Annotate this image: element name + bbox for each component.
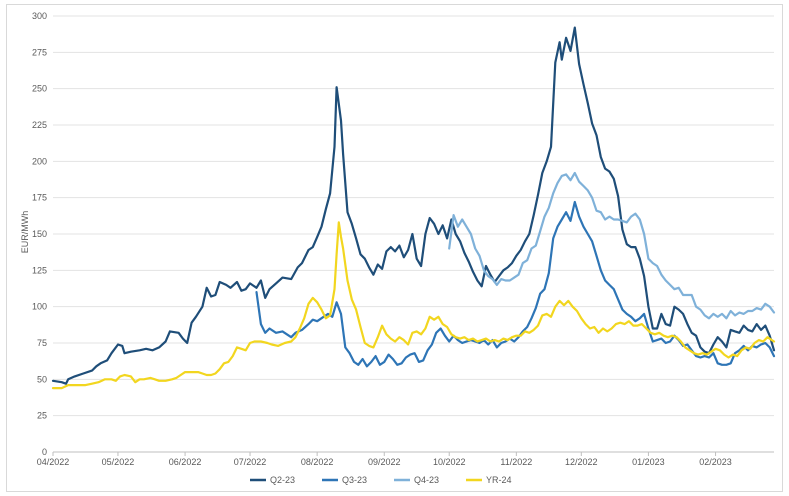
- legend-item-q2-23: Q2-23: [250, 475, 295, 485]
- x-tick-label: 08/2022: [301, 457, 334, 467]
- x-tick-label: 12/2022: [565, 457, 598, 467]
- legend-label: Q4-23: [414, 475, 439, 485]
- y-tick-label: 275: [32, 47, 47, 57]
- chart-frame: [6, 4, 783, 492]
- x-tick-label: 11/2022: [500, 457, 532, 467]
- legend-item-q4-23: Q4-23: [394, 475, 439, 485]
- x-tick-label: 05/2022: [102, 457, 135, 467]
- x-tick-label: 09/2022: [368, 457, 401, 467]
- y-tick-label: 175: [32, 193, 47, 203]
- x-axis-ticks: 04/2022 05/2022 06/2022 07/2022 08/2022 09/20…: [37, 452, 732, 467]
- series-line-q2-23: [51, 26, 776, 385]
- y-axis-ticks: 0 25 50 75 100 125 150 175 200 225 250 275 300: [32, 11, 47, 457]
- y-tick-label: 0: [42, 447, 47, 457]
- series-line-q3-23: [255, 200, 776, 368]
- x-tick-label: 02/2023: [699, 457, 732, 467]
- y-tick-label: 125: [32, 265, 47, 275]
- series-line-yr-24: [51, 221, 776, 390]
- y-tick-label: 200: [32, 156, 47, 166]
- x-tick-label: 07/2022: [234, 457, 267, 467]
- series-lines: [51, 26, 776, 390]
- legend-item-yr-24: YR-24: [466, 475, 512, 485]
- x-tick-label: 01/2023: [632, 457, 665, 467]
- y-tick-label: 150: [32, 229, 47, 239]
- legend: Q2-23 Q3-23 Q4-23 YR-24: [250, 475, 512, 485]
- y-tick-label: 225: [32, 120, 47, 130]
- legend-label: Q2-23: [270, 475, 295, 485]
- legend-label: Q3-23: [342, 475, 367, 485]
- y-tick-label: 100: [32, 302, 47, 312]
- legend-item-q3-23: Q3-23: [322, 475, 367, 485]
- gridlines: [53, 15, 774, 453]
- x-tick-label: 06/2022: [169, 457, 202, 467]
- y-tick-label: 75: [37, 338, 47, 348]
- x-tick-label: 04/2022: [37, 457, 70, 467]
- y-tick-label: 250: [32, 84, 47, 94]
- y-tick-label: 25: [37, 411, 47, 421]
- series-line-q4-23: [448, 171, 776, 320]
- y-axis-label: EUR/MWh: [20, 211, 30, 254]
- x-tick-label: 10/2022: [433, 457, 466, 467]
- y-tick-label: 300: [32, 11, 47, 21]
- legend-label: YR-24: [486, 475, 512, 485]
- y-tick-label: 50: [37, 374, 47, 384]
